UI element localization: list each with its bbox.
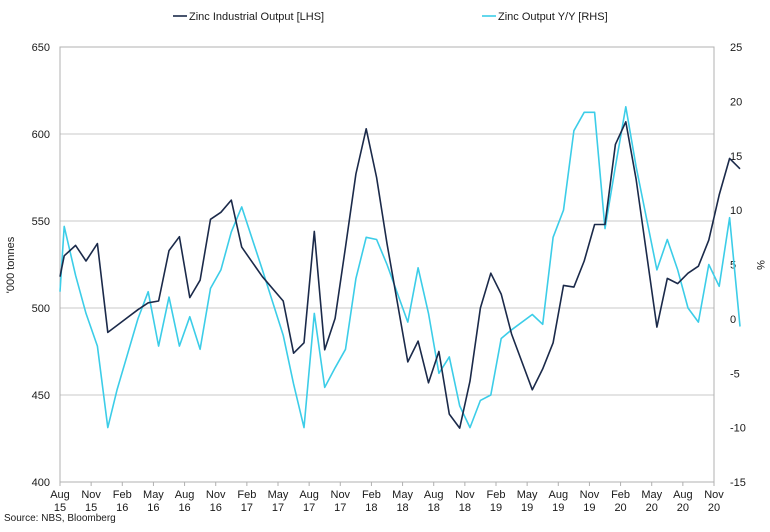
x-tick-month: Nov [206, 489, 226, 501]
plot-frame [59, 46, 715, 483]
x-tick-month: May [517, 489, 538, 501]
right-tick-label: -10 [730, 423, 746, 435]
x-tick-year: 15 [85, 502, 97, 514]
x-tick-month: Feb [611, 489, 630, 501]
series-line-zinc-industrial-output [59, 121, 741, 429]
x-tick-month: Nov [81, 489, 101, 501]
left-tick-label: 650 [32, 42, 50, 54]
x-tick-month: May [392, 489, 413, 501]
x-tick-year: 17 [241, 502, 253, 514]
left-tick-label: 600 [32, 129, 50, 141]
series-line-zinc-output-yy [59, 106, 741, 429]
left-axis-ticks: 400 450 500 550 600 650 [32, 42, 50, 489]
x-tick-month: Nov [580, 489, 600, 501]
x-tick-year: 18 [396, 502, 408, 514]
x-tick-year: 18 [365, 502, 377, 514]
legend: Zinc Industrial Output [LHS] Zinc Output… [173, 11, 608, 23]
x-tick-month: Aug [424, 489, 444, 501]
x-tick-year: 16 [116, 502, 128, 514]
x-tick-year: 16 [210, 502, 222, 514]
x-tick-year: 19 [583, 502, 595, 514]
x-tick-month: Feb [487, 489, 506, 501]
left-tick-label: 500 [32, 303, 50, 315]
x-tick-month: May [268, 489, 289, 501]
x-tick-month: Nov [455, 489, 475, 501]
x-tick-year: 17 [334, 502, 346, 514]
left-tick-label: 400 [32, 477, 50, 489]
right-tick-label: 5 [730, 260, 736, 272]
x-tick-month: Aug [175, 489, 195, 501]
series-lines [59, 106, 741, 429]
left-tick-label: 550 [32, 216, 50, 228]
right-tick-label: 25 [730, 42, 742, 54]
right-tick-label: -15 [730, 477, 746, 489]
x-tick-year: 20 [708, 502, 720, 514]
x-tick-month: Nov [331, 489, 351, 501]
right-axis-label: % [754, 260, 766, 270]
x-tick-month: Aug [673, 489, 693, 501]
right-tick-label: 15 [730, 151, 742, 163]
x-tick-year: 17 [272, 502, 284, 514]
right-tick-label: 0 [730, 314, 736, 326]
x-tick-year: 20 [677, 502, 689, 514]
x-tick-year: 17 [303, 502, 315, 514]
right-axis-ticks: -15 -10 -5 0 5 10 15 20 25 [730, 42, 746, 489]
x-tick-month: Nov [704, 489, 724, 501]
legend-label-zinc-output-yy: Zinc Output Y/Y [RHS] [498, 11, 608, 23]
x-tick-year: 19 [552, 502, 564, 514]
right-tick-label: 10 [730, 205, 742, 217]
x-tick-month: May [143, 489, 164, 501]
x-tick-month: Feb [237, 489, 256, 501]
x-tick-year: 20 [646, 502, 658, 514]
x-tick-year: 18 [428, 502, 440, 514]
x-tick-year: 18 [459, 502, 471, 514]
x-tick-year: 20 [614, 502, 626, 514]
plot-border [59, 46, 715, 483]
x-tick-year: 19 [490, 502, 502, 514]
right-tick-label: 20 [730, 96, 742, 108]
x-tick-month: Feb [362, 489, 381, 501]
left-tick-label: 450 [32, 390, 50, 402]
right-tick-label: -5 [730, 368, 740, 380]
x-tick-month: May [641, 489, 662, 501]
left-axis-label: '000 tonnes [5, 236, 17, 293]
x-tick-month: Feb [113, 489, 132, 501]
x-tick-month: Aug [50, 489, 70, 501]
x-tick-year: 16 [147, 502, 159, 514]
x-tick-year: 15 [54, 502, 66, 514]
x-axis-ticks: Aug15Nov15Feb16May16Aug16Nov16Feb17May17… [50, 482, 724, 514]
x-tick-month: Aug [299, 489, 319, 501]
legend-label-zinc-industrial-output: Zinc Industrial Output [LHS] [189, 11, 324, 23]
x-tick-year: 16 [178, 502, 190, 514]
source-note: Source: NBS, Bloomberg [4, 513, 116, 524]
x-tick-year: 19 [521, 502, 533, 514]
x-tick-month: Aug [548, 489, 568, 501]
